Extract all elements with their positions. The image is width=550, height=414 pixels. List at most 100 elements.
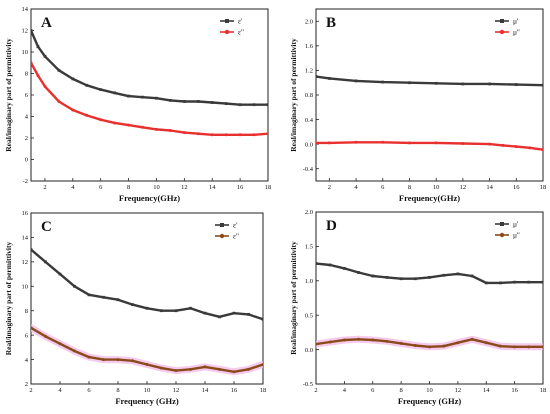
data-point (218, 315, 221, 319)
data-point (43, 54, 47, 58)
data-point (527, 345, 531, 349)
data-point (113, 91, 117, 95)
data-point (266, 103, 268, 107)
data-point (155, 96, 158, 100)
data-point (328, 340, 332, 344)
legend-marker (219, 233, 225, 239)
data-point (131, 303, 134, 307)
x-tick-label: 18 (260, 387, 267, 394)
data-point (442, 273, 446, 277)
data-point (252, 133, 256, 137)
data-point (327, 77, 331, 80)
data-point (169, 98, 172, 102)
y-tick-label: 16 (22, 210, 29, 217)
data-point (252, 103, 256, 107)
plot-frame (315, 211, 544, 385)
data-point (316, 342, 318, 346)
data-point (203, 311, 207, 315)
x-tick-label: 2 (29, 387, 32, 394)
data-point (71, 108, 75, 112)
data-point (182, 131, 186, 135)
x-tick-label: 8 (116, 387, 119, 394)
data-point (428, 275, 431, 279)
plot-area (31, 248, 263, 376)
data-point (456, 272, 460, 276)
data-point (102, 358, 105, 362)
plot-area (31, 29, 268, 137)
y-tick-label: 1.2 (305, 68, 313, 75)
y-axis-label: Real/imaginary part of permittivity (4, 241, 13, 355)
data-point (261, 362, 263, 366)
x-axis-label: Frequency(GHz) (399, 193, 460, 203)
series-line (316, 141, 543, 151)
data-point (58, 272, 62, 276)
y-axis-label: Real/imaginary part of permittivity (4, 38, 13, 152)
data-point (116, 358, 120, 362)
x-tick-label: 18 (540, 387, 547, 394)
data-point (434, 81, 438, 85)
data-point (327, 141, 331, 145)
y-tick-label: 12 (22, 28, 29, 35)
y-tick-label: 0.8 (305, 92, 313, 99)
x-tick-label: 14 (202, 387, 209, 394)
data-point (399, 341, 403, 345)
x-tick-label: 12 (455, 387, 462, 394)
legend-label: ε' (238, 17, 243, 26)
data-point (528, 146, 532, 150)
data-point (428, 345, 431, 349)
y-tick-label: 14 (22, 6, 29, 13)
panel-c: 2 4 6 8 10 12 14 16 18 2 4 6 8 10 12 14 16 Frequency (GHz… (4, 210, 266, 406)
data-point (461, 142, 465, 146)
x-axis-label: Frequency(GHz) (119, 193, 180, 203)
y-tick-label: 12 (22, 259, 29, 266)
data-point (408, 81, 411, 85)
y-tick-label: 14 (22, 235, 29, 242)
x-tick-label: 16 (513, 184, 520, 191)
data-point (514, 145, 518, 149)
data-point (174, 309, 178, 313)
data-point (413, 277, 417, 281)
x-axis-label: Frequency (GHz) (398, 396, 462, 406)
data-point (328, 263, 332, 267)
data-point (36, 45, 40, 49)
data-point (224, 102, 228, 105)
data-point (456, 341, 460, 345)
data-point (261, 317, 263, 321)
y-tick-label: 1.6 (305, 43, 314, 50)
data-point (499, 281, 502, 285)
data-point (232, 370, 236, 374)
data-point (116, 298, 120, 302)
data-point (73, 349, 76, 353)
data-point (87, 293, 91, 297)
data-point (484, 341, 488, 345)
data-point (470, 274, 474, 278)
x-tick-label: 12 (460, 184, 467, 191)
panel-letter: C (41, 219, 52, 235)
data-point (210, 101, 214, 104)
y-tick-label: 4 (25, 357, 29, 364)
y-tick-label: -0.5 (303, 381, 313, 388)
data-point (399, 277, 403, 281)
panel-d: 2 4 6 8 10 12 14 16 18 -0.5 0.0 0.5 1.0 1.5 2.0 Frequen… (289, 209, 546, 406)
data-point (238, 133, 242, 137)
data-point (357, 271, 360, 274)
data-point (44, 334, 47, 338)
data-point (354, 79, 358, 83)
data-point (247, 312, 250, 316)
y-axis-label: Real/imaginary part of permittivity (289, 38, 298, 152)
data-point (154, 127, 158, 131)
data-point (501, 143, 505, 147)
legend-label: μ'' (513, 28, 520, 37)
data-point (44, 260, 47, 264)
data-point (58, 342, 62, 346)
legend-marker (499, 29, 505, 35)
data-point (99, 88, 103, 92)
legend-marker (500, 19, 504, 23)
x-tick-label: 10 (433, 184, 440, 191)
x-tick-label: 4 (58, 387, 62, 394)
data-point (484, 281, 488, 285)
x-tick-label: 10 (144, 387, 151, 394)
x-tick-label: 8 (127, 184, 130, 191)
panel-letter: B (326, 15, 336, 31)
